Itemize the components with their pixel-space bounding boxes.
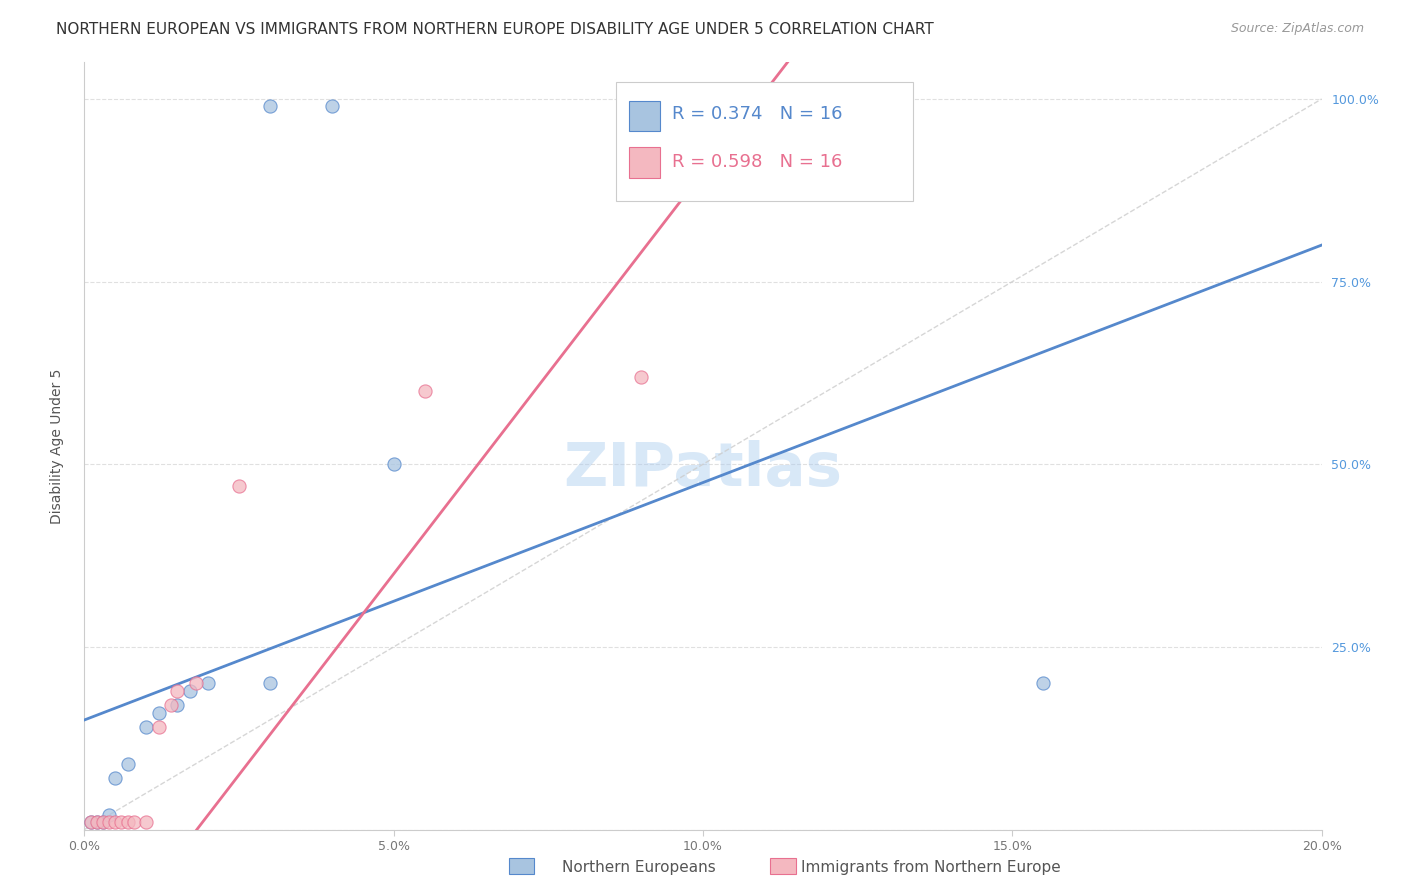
Point (184, 676, 207, 690)
Point (135, 720, 157, 734)
Point (104, 815, 127, 830)
Point (98, 808, 121, 822)
Point (110, 815, 132, 830)
Point (382, 457, 405, 471)
Point (104, 772, 127, 786)
Point (122, 815, 145, 830)
Text: R = 0.598   N = 16: R = 0.598 N = 16 (672, 153, 842, 171)
Point (86, 815, 108, 830)
Y-axis label: Disability Age Under 5: Disability Age Under 5 (49, 368, 63, 524)
Point (321, 99, 343, 113)
Point (98, 815, 121, 830)
Text: R = 0.374   N = 16: R = 0.374 N = 16 (672, 105, 842, 123)
Bar (509, 858, 534, 874)
Bar (770, 858, 796, 874)
Text: Northern Europeans: Northern Europeans (562, 860, 716, 874)
Point (86, 815, 108, 830)
Point (148, 706, 170, 720)
Point (197, 676, 219, 690)
FancyBboxPatch shape (628, 147, 659, 178)
Point (117, 756, 139, 771)
Point (160, 698, 183, 713)
FancyBboxPatch shape (616, 81, 914, 201)
Point (135, 815, 157, 830)
FancyBboxPatch shape (628, 101, 659, 131)
Point (630, 369, 652, 384)
Point (259, 676, 281, 690)
Point (1032, 676, 1054, 690)
Point (117, 815, 139, 830)
Point (179, 683, 201, 698)
Point (166, 698, 188, 713)
Text: NORTHERN EUROPEAN VS IMMIGRANTS FROM NORTHERN EUROPE DISABILITY AGE UNDER 5 CORR: NORTHERN EUROPEAN VS IMMIGRANTS FROM NOR… (56, 22, 934, 37)
Point (228, 479, 250, 493)
Point (91, 815, 114, 830)
Point (413, 384, 436, 399)
Point (79, 815, 101, 830)
Text: ZIPatlas: ZIPatlas (564, 440, 842, 499)
Point (259, 99, 281, 113)
Point (148, 720, 170, 734)
Point (91, 815, 114, 830)
Text: Immigrants from Northern Europe: Immigrants from Northern Europe (801, 860, 1062, 874)
Point (79, 815, 101, 830)
Point (166, 683, 188, 698)
Text: Source: ZipAtlas.com: Source: ZipAtlas.com (1230, 22, 1364, 36)
